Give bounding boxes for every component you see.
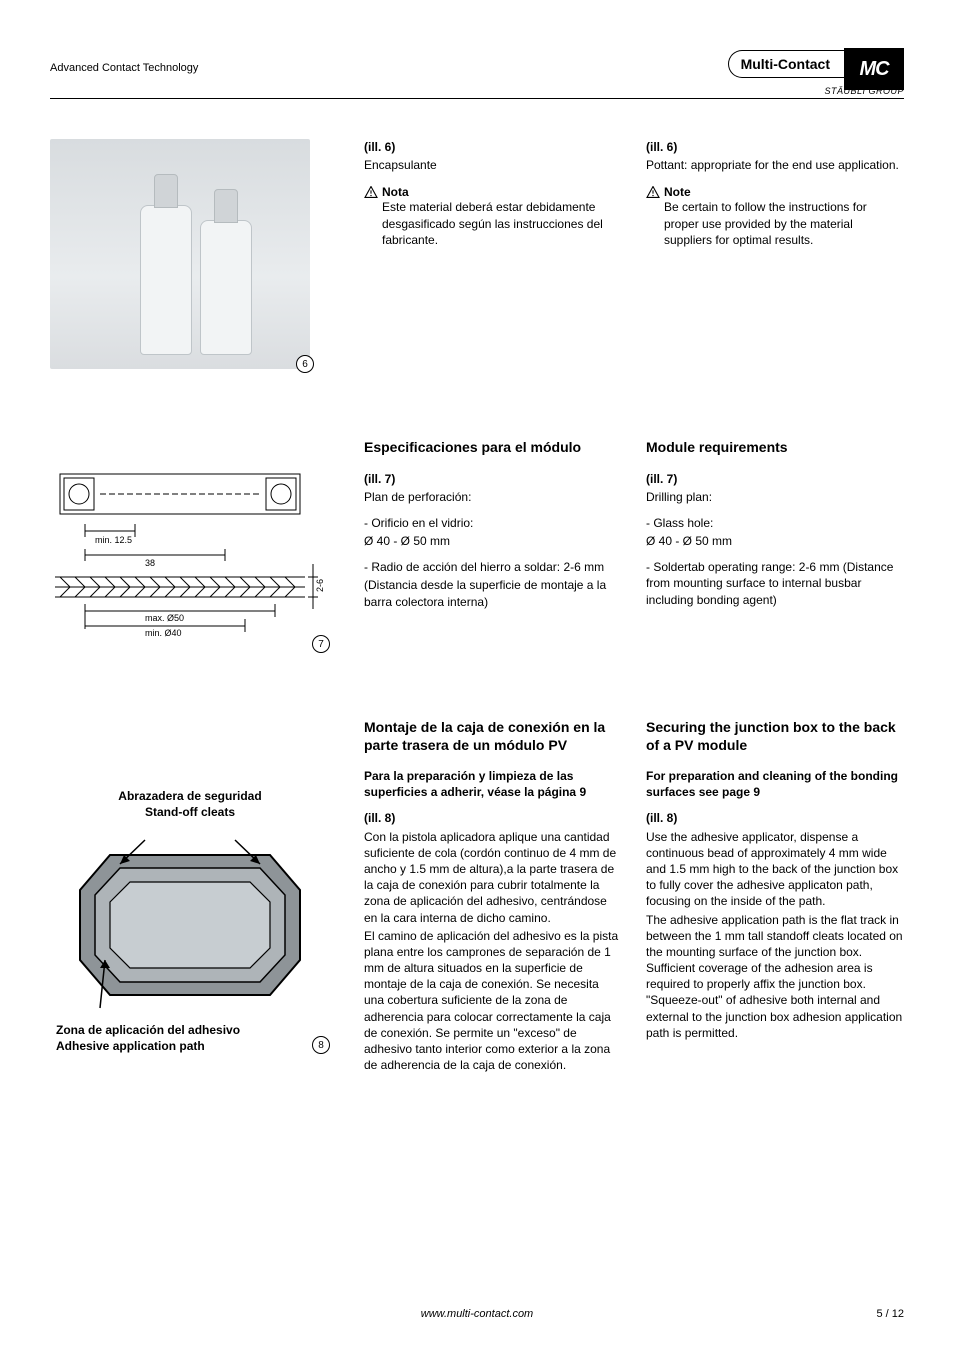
es-ill7-label: (ill. 7) [364, 472, 395, 486]
es-s2-c: Ø 40 - Ø 50 mm [364, 533, 622, 549]
fig7-number: 7 [312, 635, 330, 653]
es-s3-p2: El camino de aplicación del adhesivo es … [364, 928, 622, 1074]
es-s2-a: Plan de perforación: [364, 489, 622, 505]
page-header: Advanced Contact Technology Multi-Contac… [50, 50, 904, 99]
en-note-title: Note [664, 185, 691, 199]
header-left-text: Advanced Contact Technology [50, 50, 198, 74]
en-note-text: Be certain to follow the instructions fo… [664, 199, 904, 248]
col-en-2: Module requirements (ill. 7) Drilling pl… [646, 439, 904, 689]
figure-6: 6 [50, 139, 340, 409]
col-es-3: Montaje de la caja de conexión en la par… [364, 719, 622, 1094]
en-ill7-label: (ill. 7) [646, 472, 677, 486]
logo-box: MC [844, 48, 904, 90]
col-en-1: (ill. 6) Pottant: appropriate for the en… [646, 139, 904, 409]
es-ill6-label: (ill. 6) [364, 140, 395, 154]
header-right: Multi-Contact MC [728, 50, 904, 90]
en-s2-c: Ø 40 - Ø 50 mm [646, 533, 904, 549]
es-s3-h: Montaje de la caja de conexión en la par… [364, 719, 622, 754]
es-s2-h: Especificaciones para el módulo [364, 439, 622, 457]
page-footer: www.multi-contact.com 5 / 12 [50, 1308, 904, 1320]
dim-38: 38 [145, 558, 155, 568]
es-s3-p1: Con la pistola aplicadora aplique una ca… [364, 829, 622, 926]
es-ill8-label: (ill. 8) [364, 811, 395, 825]
fig8-caption-es: Zona de aplicación del adhesivo [56, 1023, 240, 1037]
warning-icon [364, 186, 378, 198]
fig8-title-en: Stand-off cleats [145, 805, 235, 819]
col-es-2: Especificaciones para el módulo (ill. 7)… [364, 439, 622, 689]
es-s2-b: - Orificio en el vidrio: [364, 515, 622, 531]
es-ill6-text: Encapsulante [364, 157, 622, 173]
es-s2-d: - Radio de acción del hierro a soldar: 2… [364, 559, 622, 575]
en-s3-p1: Use the adhesive applicator, dispense a … [646, 829, 904, 910]
footer-url: www.multi-contact.com [50, 1308, 904, 1320]
es-note-block: Nota Este material deberá estar debidame… [364, 185, 622, 250]
fig8-title-es: Abrazadera de seguridad [118, 789, 261, 803]
dim-max: max. Ø50 [145, 613, 184, 623]
col-es-1: (ill. 6) Encapsulante Nota Este material… [364, 139, 622, 409]
es-s3-sub: Para la preparación y limpieza de las su… [364, 768, 622, 800]
en-ill8-label: (ill. 8) [646, 811, 677, 825]
en-s3-sub: For preparation and cleaning of the bond… [646, 768, 904, 800]
es-note-title: Nota [382, 185, 409, 199]
col-en-3: Securing the junction box to the back of… [646, 719, 904, 1094]
warning-icon [646, 186, 660, 198]
dim-26: 2-6 [315, 579, 325, 592]
en-note-block: Note Be certain to follow the instructio… [646, 185, 904, 250]
sublogo-text: STÄUBLI GROUP [824, 86, 904, 96]
en-s2-b: - Glass hole: [646, 515, 904, 531]
dim-min: min. Ø40 [145, 628, 182, 638]
fig6-number: 6 [296, 355, 314, 373]
es-s2-e: (Distancia desde la superficie de montaj… [364, 577, 622, 609]
en-s2-d: - Soldertab operating range: 2-6 mm (Dis… [646, 559, 904, 608]
en-ill6-text: Pottant: appropriate for the end use app… [646, 157, 904, 173]
fig8-caption-en: Adhesive application path [56, 1039, 205, 1053]
en-s2-h: Module requirements [646, 439, 904, 457]
figure-8: Abrazadera de seguridad Stand-off cleats… [50, 719, 340, 1094]
brand-pill: Multi-Contact [728, 50, 844, 78]
en-s3-h: Securing the junction box to the back of… [646, 719, 904, 754]
figure-7: min. 12.5 38 2-6 [50, 439, 340, 689]
dim-min125: min. 12.5 [95, 535, 132, 545]
en-s3-p2: The adhesive application path is the fla… [646, 912, 904, 1042]
en-ill6-label: (ill. 6) [646, 140, 677, 154]
es-note-text: Este material deberá estar debidamente d… [382, 199, 622, 248]
en-s2-a: Drilling plan: [646, 489, 904, 505]
